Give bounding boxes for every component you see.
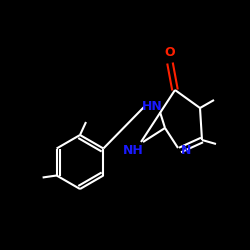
Text: NH: NH [122,144,144,156]
Text: N: N [181,144,191,156]
Text: HN: HN [142,100,163,114]
Text: O: O [165,46,175,60]
